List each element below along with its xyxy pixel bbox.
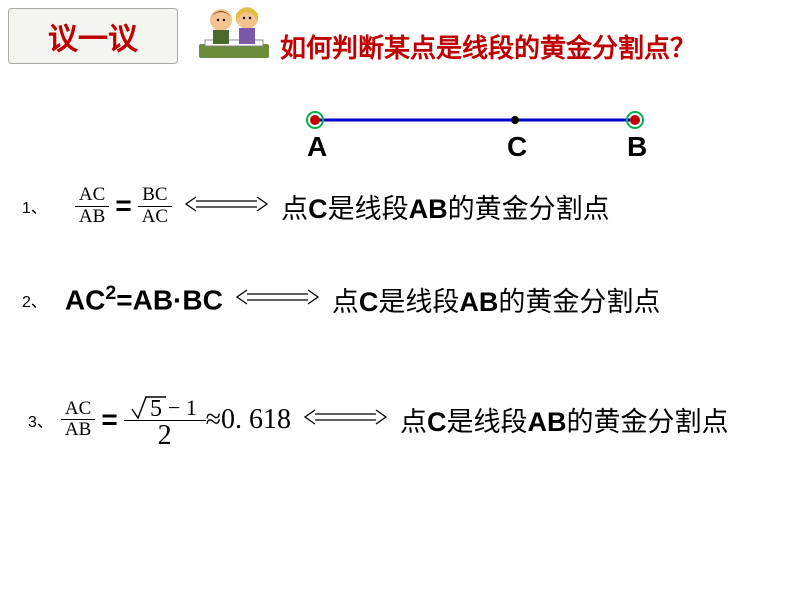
rule-index: 3、 (28, 408, 53, 432)
line-segment-diagram: ACB (305, 100, 655, 175)
double-arrow-icon (184, 196, 269, 217)
students-cartoon (195, 0, 273, 67)
sqrt-inside: 5 (150, 396, 162, 420)
title-text: 议一议 (48, 14, 138, 58)
title-banner: 议一议 (8, 8, 178, 64)
double-arrow-icon (235, 289, 320, 310)
question-text: 如何判断某点是线段的黄金分割点？ (280, 28, 696, 65)
svg-text:B: B (627, 131, 647, 162)
conclusion-text: 点C是线段AB的黄金分割点 (281, 187, 610, 226)
svg-text:C: C (507, 131, 527, 162)
rule-1: 1、 AC AB = BC AC 点C是线段AB的黄金分割点 (22, 185, 610, 228)
conclusion-text: 点C是线段AB的黄金分割点 (332, 280, 661, 319)
svg-text:A: A (307, 131, 327, 162)
equals-sign: = (101, 404, 117, 436)
conclusion-text: 点C是线段AB的黄金分割点 (400, 400, 729, 439)
approx-value: ≈0. 618 (206, 404, 291, 436)
fraction-ac-ab: AC AB (61, 399, 95, 442)
double-arrow-icon (303, 409, 388, 430)
fraction-bc-ac: BC AC (138, 185, 172, 228)
fraction-ac-ab: AC AB (75, 185, 109, 228)
rule-index: 2、 (22, 288, 47, 312)
equals-sign: = (115, 190, 131, 222)
formula-ac2-abbc: AC2=AB·BC (65, 282, 223, 316)
rule-index: 1、 (22, 194, 47, 218)
minus-one: − 1 (168, 395, 197, 420)
rule-3: 3、 AC AB = 5 − 1 2 ≈0. 618 点C是线段AB的黄金分割点 (28, 390, 729, 450)
sqrt-fraction: 5 − 1 2 (124, 390, 206, 450)
rule-2: 2、 AC2=AB·BC 点C是线段AB的黄金分割点 (22, 280, 660, 319)
